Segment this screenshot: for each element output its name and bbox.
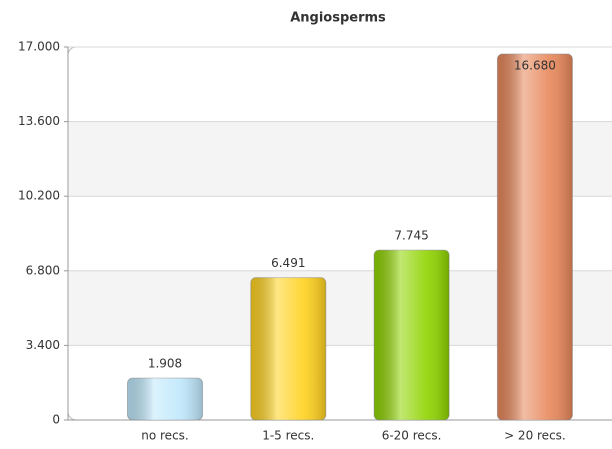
chart-title: Angiosperms xyxy=(290,11,386,26)
x-tick-label: 6-20 recs. xyxy=(382,429,442,443)
x-tick-label: 1-5 recs. xyxy=(262,429,314,443)
x-tick-label: > 20 recs. xyxy=(504,429,566,443)
bar-shine xyxy=(250,277,326,420)
y-tick-label: 6.800 xyxy=(26,263,60,277)
y-tick-label: 17.000 xyxy=(18,40,60,54)
data-label: 7.745 xyxy=(394,229,428,243)
bar-shine xyxy=(374,250,450,420)
y-tick-label: 3.400 xyxy=(26,338,60,352)
y-tick-label: 0 xyxy=(52,413,60,427)
data-label: 6.491 xyxy=(271,256,305,270)
data-label: 1.908 xyxy=(148,357,182,371)
bar-shine xyxy=(127,378,203,420)
x-tick-label: no recs. xyxy=(141,429,188,443)
data-label: 16.680 xyxy=(514,59,556,73)
y-tick-label: 10.200 xyxy=(18,189,60,203)
bar-shine xyxy=(497,54,573,420)
y-tick-label: 13.600 xyxy=(18,114,60,128)
